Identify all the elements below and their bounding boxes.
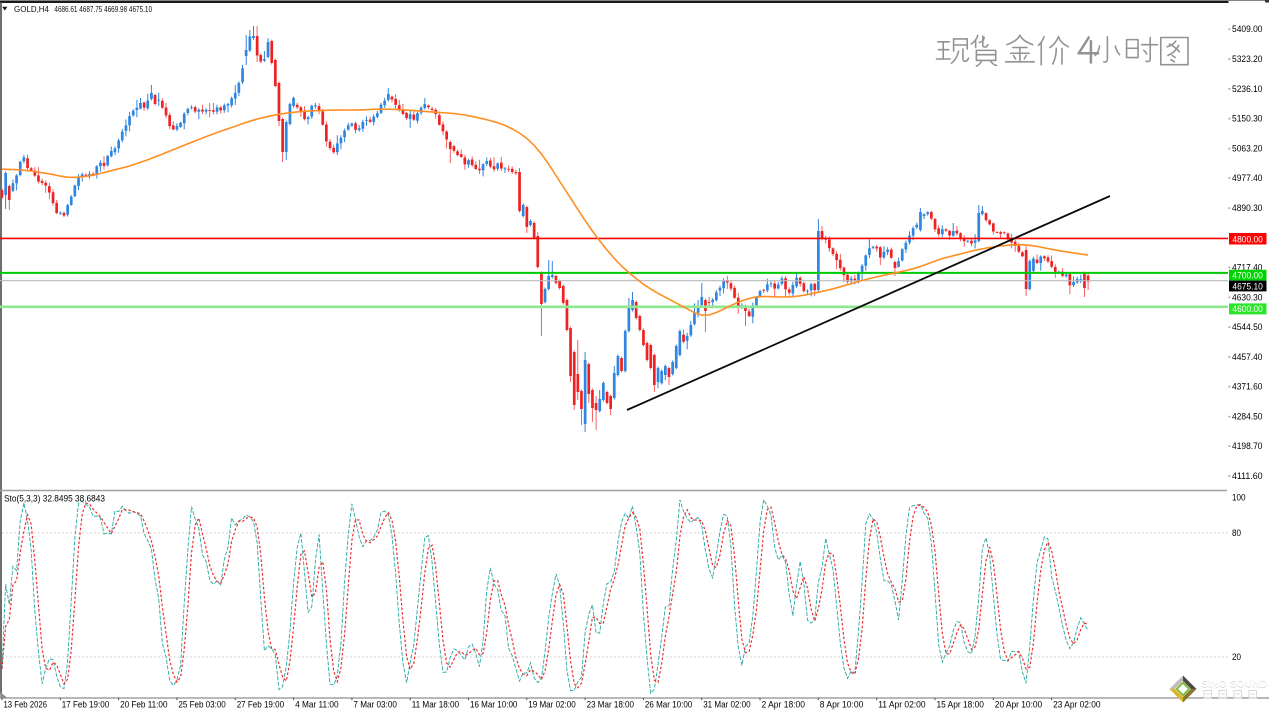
svg-text:4198.70: 4198.70 [1232, 441, 1263, 451]
svg-text:26 Mar 10:00: 26 Mar 10:00 [645, 700, 692, 710]
svg-text:4600.00: 4600.00 [1232, 304, 1263, 314]
svg-text:2 Apr 18:00: 2 Apr 18:00 [762, 700, 806, 710]
svg-text:20: 20 [1232, 652, 1241, 662]
svg-text:16 Mar 10:00: 16 Mar 10:00 [470, 700, 517, 710]
svg-text:4371.60: 4371.60 [1232, 382, 1263, 392]
svg-text:4 Mar 11:00: 4 Mar 11:00 [295, 700, 339, 710]
svg-text:31 Mar 02:00: 31 Mar 02:00 [703, 700, 750, 710]
svg-text:4977.40: 4977.40 [1232, 173, 1263, 183]
svg-text:11 Mar 18:00: 11 Mar 18:00 [412, 700, 459, 710]
svg-text:25 Feb 03:00: 25 Feb 03:00 [178, 700, 225, 710]
svg-text:Sto(5,3,3) 32.8495 38.6843: Sto(5,3,3) 32.8495 38.6843 [4, 494, 105, 504]
svg-text:20 Apr 10:00: 20 Apr 10:00 [995, 700, 1043, 710]
svg-text:SINO SOUND: SINO SOUND [1201, 678, 1268, 690]
svg-text:5323.20: 5323.20 [1232, 54, 1263, 64]
svg-text:SINO SOUND: SINO SOUND [1201, 679, 1268, 691]
svg-text:5150.30: 5150.30 [1232, 114, 1263, 124]
svg-text:17 Feb 19:00: 17 Feb 19:00 [62, 700, 109, 710]
svg-text:8 Apr 10:00: 8 Apr 10:00 [820, 700, 864, 710]
svg-text:4890.30: 4890.30 [1232, 203, 1263, 213]
svg-text:23 Mar 18:00: 23 Mar 18:00 [587, 700, 634, 710]
svg-text:4284.50: 4284.50 [1232, 412, 1263, 422]
svg-text:4700.00: 4700.00 [1232, 271, 1263, 281]
svg-text:80: 80 [1232, 528, 1241, 538]
svg-text:27 Feb 19:00: 27 Feb 19:00 [237, 700, 284, 710]
svg-text:7 Mar 03:00: 7 Mar 03:00 [353, 700, 397, 710]
svg-text:5063.20: 5063.20 [1232, 144, 1263, 154]
svg-text:4675.10: 4675.10 [1232, 281, 1263, 291]
svg-text:4457.40: 4457.40 [1232, 352, 1263, 362]
svg-text:13 Feb 2026: 13 Feb 2026 [4, 700, 48, 710]
svg-text:4630.30: 4630.30 [1232, 292, 1263, 302]
svg-text:4717.40: 4717.40 [1232, 262, 1263, 272]
svg-text:4544.50: 4544.50 [1232, 322, 1263, 332]
svg-text:19 Mar 02:00: 19 Mar 02:00 [528, 700, 575, 710]
svg-text:100: 100 [1232, 493, 1246, 503]
svg-text:11 Apr 02:00: 11 Apr 02:00 [878, 700, 925, 710]
svg-text:GOLD,H4: GOLD,H4 [14, 4, 49, 14]
svg-text:20 Feb 11:00: 20 Feb 11:00 [120, 700, 167, 710]
svg-text:23 Apr 02:00: 23 Apr 02:00 [1053, 700, 1101, 710]
svg-text:15 Apr 18:00: 15 Apr 18:00 [937, 700, 985, 710]
svg-text:4686.61 4687.75 4669.98 4675.1: 4686.61 4687.75 4669.98 4675.10 [54, 4, 152, 14]
svg-text:5236.10: 5236.10 [1232, 84, 1263, 94]
svg-text:4800.00: 4800.00 [1232, 234, 1263, 244]
svg-text:4111.60: 4111.60 [1232, 471, 1263, 481]
svg-text:5409.00: 5409.00 [1232, 24, 1263, 34]
